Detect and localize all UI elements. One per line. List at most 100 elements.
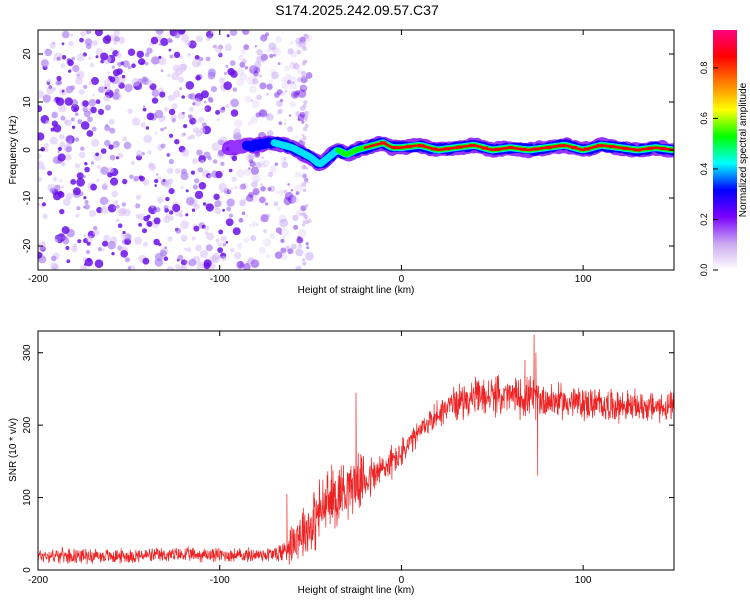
noise-blob — [302, 140, 306, 144]
noise-blob — [171, 103, 178, 110]
noise-blob — [292, 214, 299, 222]
noise-blob — [60, 115, 66, 121]
noise-blob — [110, 177, 119, 186]
noise-blob — [303, 214, 308, 219]
noise-blob — [90, 183, 97, 191]
noise-blob — [295, 135, 299, 139]
noise-blob — [150, 36, 159, 45]
noise-blob — [301, 120, 305, 124]
noise-blob — [276, 89, 283, 95]
noise-blob — [266, 83, 273, 90]
noise-blob — [283, 196, 292, 206]
noise-blob — [293, 63, 300, 70]
noise-blob — [283, 157, 287, 160]
noise-blob — [242, 30, 250, 35]
noise-blob — [38, 153, 42, 159]
noise-blob — [243, 168, 252, 176]
noise-blob — [294, 171, 301, 178]
noise-blob — [275, 190, 279, 194]
noise-blob — [287, 248, 294, 255]
snr-y-axis-label: SNR (10 * v/v) — [8, 418, 19, 482]
noise-blob — [280, 156, 287, 163]
noise-blob — [129, 174, 134, 180]
noise-blob — [181, 95, 185, 99]
noise-blob — [143, 134, 152, 144]
noise-blob — [230, 109, 239, 117]
noise-blob — [205, 244, 213, 252]
noise-blob — [158, 55, 162, 59]
noise-blob — [115, 204, 120, 209]
noise-blob — [168, 188, 175, 195]
noise-blob — [90, 161, 95, 165]
noise-blob — [226, 206, 232, 212]
noise-blob — [260, 34, 268, 42]
noise-blob — [301, 40, 306, 45]
noise-blob — [299, 111, 306, 118]
noise-blob — [195, 75, 201, 81]
noise-blob — [40, 59, 49, 68]
noise-blob — [55, 97, 65, 106]
noise-blob — [153, 217, 161, 225]
noise-blob — [146, 79, 153, 86]
noise-blob — [103, 94, 111, 102]
noise-blob — [157, 56, 167, 66]
signal-peak-mark — [405, 145, 412, 149]
noise-blob — [174, 139, 180, 145]
noise-blob — [209, 255, 217, 263]
noise-blob — [94, 30, 103, 37]
noise-blob — [168, 108, 176, 116]
noise-blob — [74, 137, 80, 142]
noise-blob — [280, 228, 289, 237]
noise-blob — [287, 126, 294, 133]
noise-blob — [191, 236, 196, 241]
noise-blob — [71, 245, 78, 253]
noise-blob — [89, 210, 96, 217]
noise-blob — [229, 60, 236, 66]
signal-trace-layer — [363, 142, 674, 152]
noise-blob — [225, 64, 229, 68]
noise-blob — [142, 105, 146, 108]
noise-blob — [88, 98, 97, 107]
noise-blob — [172, 203, 181, 213]
noise-blob — [185, 189, 189, 193]
noise-blob — [179, 55, 184, 59]
noise-blob — [294, 61, 298, 65]
noise-blob — [220, 235, 227, 242]
noise-blob — [304, 220, 309, 225]
noise-blob — [84, 200, 89, 205]
noise-blob — [105, 124, 109, 127]
noise-blob — [289, 62, 296, 70]
noise-blob — [154, 258, 164, 267]
noise-blob — [206, 37, 211, 41]
noise-blob — [271, 46, 278, 53]
noise-blob — [240, 183, 246, 190]
noise-blob — [246, 76, 256, 85]
noise-blob — [214, 44, 218, 49]
signal-peak-mark — [634, 148, 641, 152]
colorbar-tick-label: 0.4 — [699, 163, 709, 176]
noise-blob — [73, 187, 81, 196]
signal-peak-mark — [558, 144, 565, 148]
noise-blob — [45, 120, 50, 125]
noise-blob — [202, 202, 207, 206]
noise-blob — [193, 225, 200, 232]
noise-blob — [205, 203, 214, 212]
noise-blob — [101, 248, 105, 252]
noise-blob — [265, 32, 269, 37]
noise-blob — [295, 37, 303, 45]
noise-blob — [180, 185, 184, 189]
noise-blob — [180, 172, 189, 181]
noise-blob — [146, 47, 153, 54]
noise-blob — [274, 251, 283, 259]
signal-peak-mark — [609, 145, 616, 149]
noise-blob — [200, 90, 209, 99]
noise-blob — [185, 81, 195, 90]
colorbar-ticks: 0.0 0.2 0.4 0.6 0.8 — [699, 62, 718, 276]
noise-blob — [241, 58, 247, 64]
noise-blob — [87, 116, 93, 123]
noise-blob — [178, 76, 184, 83]
noise-blob — [164, 107, 169, 112]
noise-blob — [168, 158, 175, 165]
noise-blob — [288, 76, 297, 85]
noise-blob — [243, 44, 250, 51]
